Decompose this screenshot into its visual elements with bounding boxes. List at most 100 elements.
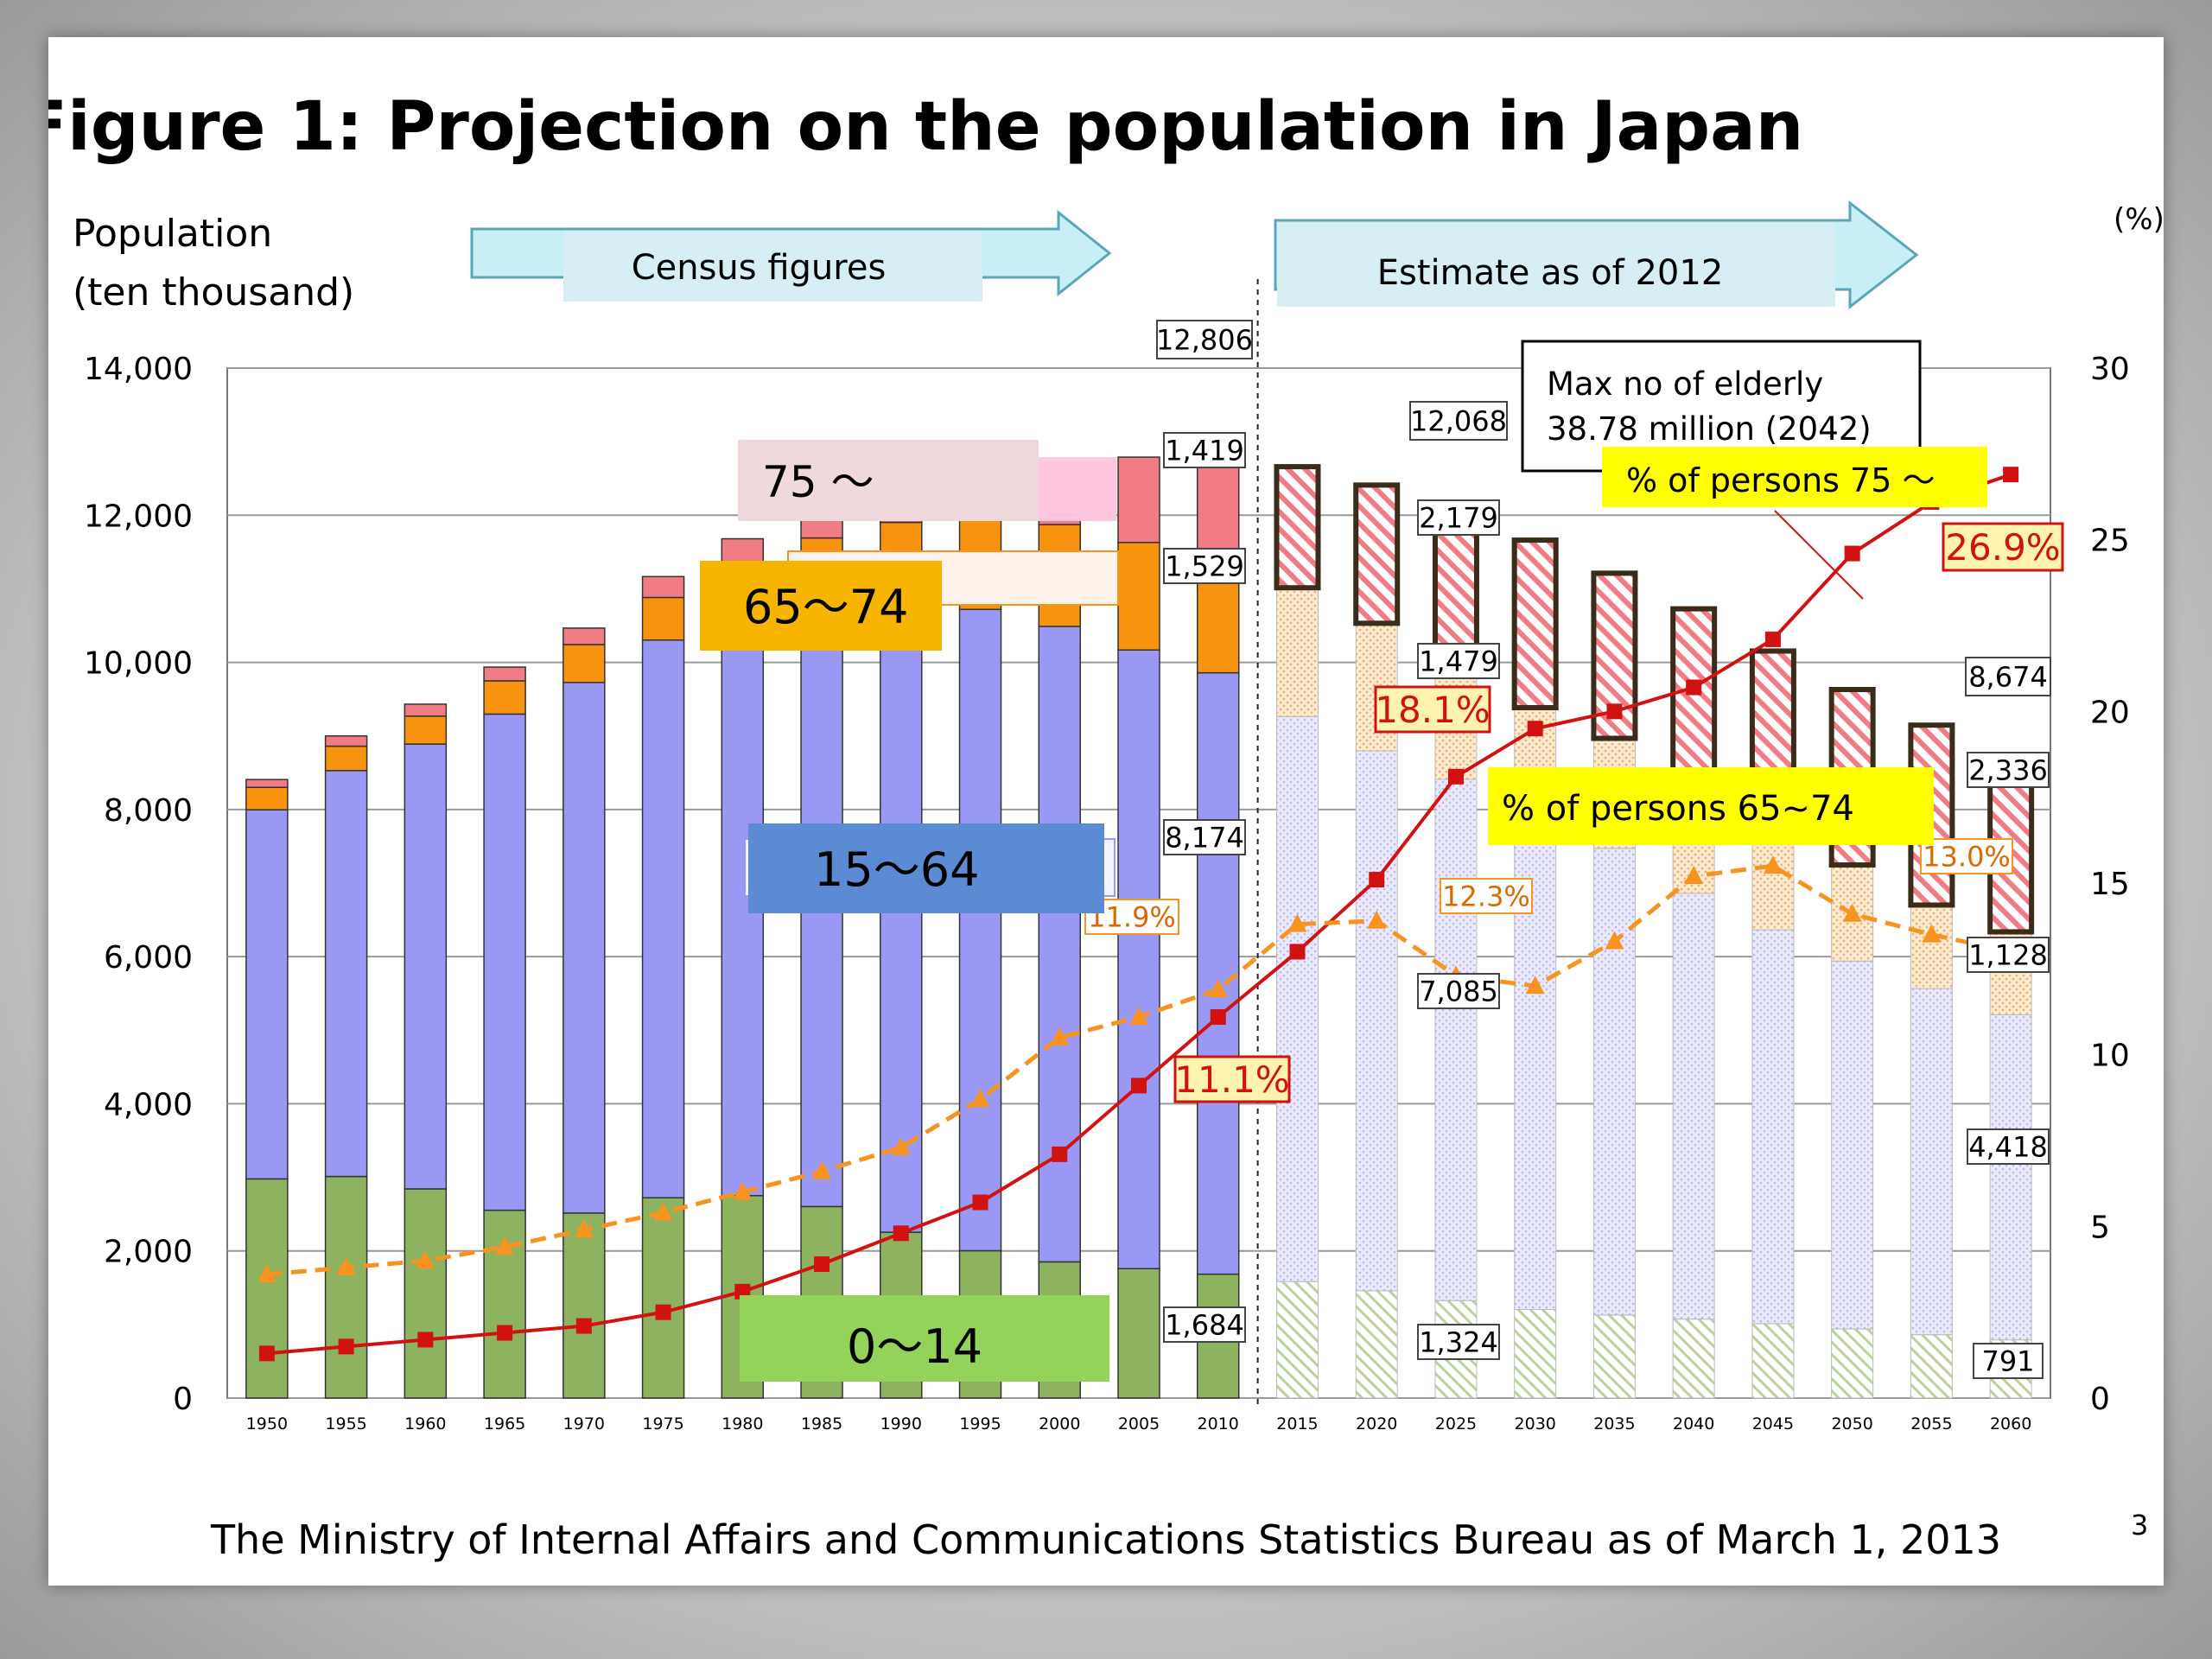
bar-age_65_74-1950 (245, 786, 289, 810)
marker-line_75_plus (814, 1256, 830, 1273)
x-tick-label: 2040 (1673, 1414, 1714, 1433)
marker-line_65_74 (1050, 1027, 1070, 1046)
data-label-2010-0-14: 1,684 (1165, 1309, 1244, 1342)
marker-line_75_plus (1369, 872, 1385, 888)
data-label-2025-0-14-box (1417, 1324, 1500, 1360)
x-tick-label: 1980 (721, 1414, 763, 1433)
marker-line_65_74 (1684, 866, 1704, 885)
bar-age_75_plus-1965 (483, 666, 526, 682)
pct-label-2060-75plus: 26.9% (1945, 526, 2060, 569)
bar-age_0_14-2045 (1751, 1323, 1795, 1399)
y-tick-label: 2,000 (104, 1235, 193, 1270)
data-label-2025-15-64: 7,085 (1419, 976, 1498, 1008)
bar-age_15_64-2060 (1989, 1014, 2032, 1341)
bar-age_15_64-2020 (1355, 750, 1398, 1292)
marker-line_65_74 (1208, 979, 1228, 998)
x-tick-label: 1995 (959, 1414, 1001, 1433)
marker-line_65_74 (653, 1202, 673, 1221)
page-number: 3 (2131, 1509, 2148, 1541)
x-tick-label: 2005 (1118, 1414, 1160, 1433)
marker-line_75_plus (1447, 768, 1464, 785)
bar-age_65_74-1975 (641, 596, 685, 641)
line65-label-box (1488, 767, 1934, 845)
data-label-2010-75plus-box (1163, 432, 1246, 468)
bar-age_0_14-1960 (404, 1188, 448, 1399)
bar-age_0_14-1950 (245, 1178, 289, 1399)
bar-age_65_74-1970 (563, 644, 606, 683)
y-tick-label: 0 (173, 1382, 193, 1417)
legend-75-swatch (1039, 457, 1116, 521)
max-elderly-line1: Max no of elderly (1547, 365, 1823, 403)
bar-age_0_14-2040 (1672, 1319, 1715, 1399)
data-label-2010-0-14-box (1163, 1306, 1246, 1343)
x-tick-label: 2060 (1990, 1414, 2031, 1433)
pct-label-2060-65-74-box (1920, 838, 2013, 874)
bar-age_15_64-2035 (1592, 848, 1636, 1316)
marker-line_65_74 (1129, 1006, 1148, 1025)
marker-line_65_74 (1605, 931, 1624, 950)
x-tick-label: 2015 (1276, 1414, 1318, 1433)
x-tick-label: 1970 (563, 1414, 605, 1433)
marker-line_65_74 (495, 1236, 515, 1255)
pct-label-2060-75plus-box (1942, 522, 2064, 572)
bar-age_0_14-2055 (1910, 1334, 1953, 1399)
x-tick-label: 2000 (1039, 1414, 1080, 1433)
bar-age_15_64-2010 (1196, 671, 1240, 1275)
marker-line_65_74 (733, 1181, 753, 1200)
pct-label-2025-65-74: 12.3% (1442, 880, 1530, 913)
x-tick-label: 1975 (642, 1414, 683, 1433)
y-axis-label-line2: (ten thousand) (73, 270, 354, 315)
marker-line_75_plus (1844, 545, 1860, 562)
data-label-2060-75plus-box (1967, 752, 2050, 788)
marker-line_65_74 (416, 1250, 435, 1269)
bar-age_15_64-2005 (1117, 649, 1160, 1269)
total-label-2030-box (1409, 401, 1508, 441)
bar-age_15_64-2045 (1751, 929, 1795, 1325)
marker-line_75_plus (1527, 721, 1543, 737)
chart-title: Figure 1: Projection on the population i… (48, 88, 1803, 166)
census-banner: Census figures (470, 209, 1112, 302)
data-label-2025-75plus-box (1417, 499, 1500, 536)
marker-line_65_74 (336, 1257, 356, 1276)
marker-line_65_74 (1525, 976, 1545, 995)
bar-age_65_74-1965 (483, 680, 526, 715)
bar-age_15_64-2000 (1038, 626, 1082, 1263)
source-note: The Ministry of Internal Affairs and Com… (210, 1516, 2001, 1563)
x-tick-label: 2030 (1515, 1414, 1556, 1433)
legend-75: 75 〜 (762, 457, 874, 507)
y-tick-label: 12,000 (84, 499, 193, 534)
marker-line_65_74 (257, 1263, 276, 1282)
data-label-2025-15-64-box (1417, 973, 1500, 1009)
total-label-2010: 12,806 (1156, 324, 1253, 357)
bar-age_0_14-2030 (1514, 1308, 1557, 1399)
x-tick-label: 1965 (484, 1414, 525, 1433)
y2-tick-label: 30 (2090, 352, 2130, 387)
pct-label-2060-65-74: 13.0% (1923, 841, 2011, 874)
data-label-2060-15-64: 4,418 (1968, 1131, 2048, 1164)
marker-line_65_74 (1287, 913, 1307, 932)
data-label-2025-0-14: 1,324 (1419, 1326, 1498, 1359)
x-tick-label: 2045 (1752, 1414, 1794, 1433)
bar-age_15_64-1955 (324, 770, 368, 1178)
max-elderly-line2: 38.78 million (2042) (1547, 410, 1872, 448)
bar-age_15_64-1975 (641, 639, 685, 1198)
x-tick-label: 1985 (801, 1414, 842, 1433)
data-label-2025-65-74: 1,479 (1419, 645, 1498, 678)
marker-line_75_plus (497, 1325, 513, 1341)
plot-area: 0 2,000 4,000 6,000 8,000 10,000 12,000 14,000 0… (84, 279, 2130, 1433)
marker-line_65_74 (574, 1219, 594, 1238)
bar-age_15_64-2040 (1672, 893, 1715, 1320)
y2-tick-label: 10 (2090, 1039, 2130, 1074)
x-tick-label: 1955 (325, 1414, 366, 1433)
legend-0-14: 0〜14 (847, 1319, 982, 1374)
bar-age_75_plus-2010 (1196, 454, 1240, 562)
marker-line_75_plus (575, 1318, 592, 1334)
x-tick-label: 1960 (404, 1414, 446, 1433)
y2-tick-label: 0 (2090, 1382, 2110, 1417)
source-note-box (95, 1467, 2105, 1575)
marker-line_65_74 (891, 1136, 911, 1155)
pct-label-2025-75plus: 18.1% (1375, 689, 1490, 731)
y-tick-label: 4,000 (104, 1087, 193, 1122)
legend-65-74: 65〜74 (743, 580, 908, 634)
data-label-2025-65-74-box (1417, 643, 1500, 679)
